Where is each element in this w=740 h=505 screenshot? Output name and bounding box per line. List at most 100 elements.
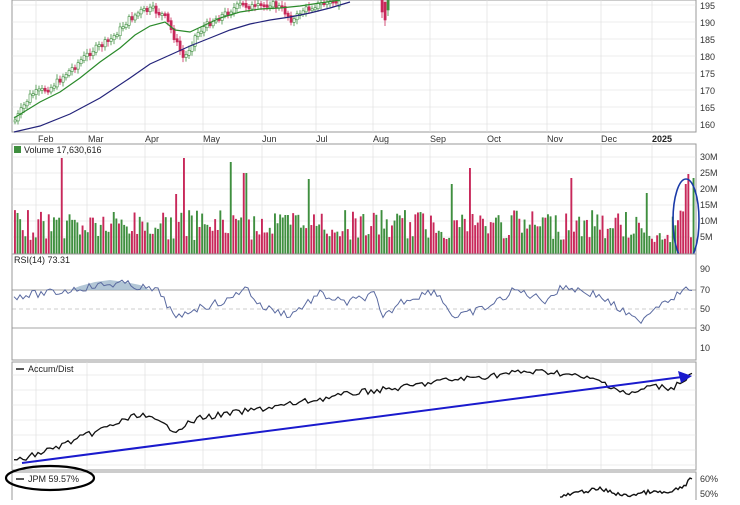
price-tick-195: 195 bbox=[700, 1, 715, 11]
month-dec: Dec bbox=[601, 134, 618, 144]
volume-bar bbox=[310, 225, 313, 254]
volume-bar bbox=[118, 223, 120, 254]
price-candle bbox=[223, 11, 227, 16]
volume-bar bbox=[409, 222, 412, 254]
volume-bar bbox=[393, 220, 396, 254]
volume-bar bbox=[297, 214, 300, 254]
price-candle bbox=[133, 14, 137, 21]
volume-bar bbox=[588, 237, 591, 254]
price-candle bbox=[295, 13, 299, 21]
price-candle bbox=[154, 5, 158, 14]
month-mar: Mar bbox=[88, 134, 104, 144]
price-candle bbox=[163, 13, 167, 16]
volume-bar bbox=[128, 233, 131, 254]
volume-bar bbox=[596, 214, 599, 254]
perf-label-circle bbox=[4, 464, 96, 492]
volume-bar bbox=[625, 212, 627, 254]
volume-bar bbox=[536, 226, 539, 254]
performance-panel: JPM 59.57% 60% 50% bbox=[4, 464, 718, 503]
volume-bar bbox=[68, 214, 71, 254]
volume-bar bbox=[193, 239, 196, 254]
volume-bar bbox=[19, 219, 22, 254]
volume-bar bbox=[45, 238, 48, 254]
volume-bar bbox=[513, 210, 516, 254]
volume-bar bbox=[599, 229, 601, 254]
volume-bar bbox=[341, 231, 344, 254]
volume-bar bbox=[97, 235, 100, 254]
volume-bar bbox=[92, 217, 94, 254]
price-candle bbox=[286, 12, 290, 17]
price-candle bbox=[313, 7, 317, 11]
volume-bar bbox=[690, 237, 692, 254]
volume-bar bbox=[518, 218, 521, 254]
price-candle bbox=[253, 4, 257, 7]
volume-bar bbox=[149, 233, 152, 254]
volume-bar bbox=[261, 218, 263, 254]
volume-bar bbox=[320, 213, 323, 254]
volume-bar bbox=[336, 231, 339, 254]
volume-bar bbox=[560, 239, 562, 254]
price-candle bbox=[76, 62, 80, 70]
price-candle bbox=[73, 67, 77, 70]
volume-bar bbox=[448, 237, 451, 254]
volume-bar bbox=[643, 232, 646, 254]
price-candle bbox=[274, 1, 278, 9]
price-candle bbox=[238, 2, 242, 6]
volume-bar bbox=[79, 234, 81, 254]
volume-bar bbox=[354, 218, 357, 254]
volume-bar bbox=[253, 216, 256, 254]
volume-bar bbox=[380, 210, 383, 254]
volume-bar bbox=[497, 215, 500, 254]
volume-bar bbox=[385, 219, 388, 254]
vol-tick-30m: 30M bbox=[700, 152, 718, 162]
volume-bar bbox=[635, 216, 638, 254]
price-candle bbox=[124, 24, 128, 28]
price-candles bbox=[13, 0, 390, 125]
volume-bar bbox=[391, 225, 393, 254]
volume-bar bbox=[487, 233, 490, 254]
volume-bar bbox=[99, 224, 102, 254]
volume-bar bbox=[375, 214, 378, 254]
volume-bar bbox=[185, 236, 188, 254]
volume-bar bbox=[216, 229, 219, 254]
price-candle bbox=[256, 3, 260, 6]
price-candle bbox=[337, 0, 341, 7]
volume-bar bbox=[357, 237, 360, 254]
volume-bar bbox=[669, 242, 672, 254]
price-candle bbox=[334, 0, 338, 4]
price-candle bbox=[106, 39, 110, 42]
volume-bar bbox=[619, 224, 622, 254]
volume-bar bbox=[437, 230, 440, 254]
price-candle bbox=[118, 26, 122, 37]
volume-bar bbox=[323, 229, 326, 254]
volume-bar bbox=[406, 238, 409, 254]
volume-bar bbox=[203, 224, 206, 254]
price-candle bbox=[64, 74, 68, 79]
volume-bar bbox=[367, 234, 370, 254]
month-jun: Jun bbox=[262, 134, 277, 144]
volume-bar bbox=[274, 213, 276, 254]
price-candle bbox=[127, 16, 131, 26]
volume-bar bbox=[339, 236, 341, 254]
volume-bar bbox=[14, 210, 16, 254]
volume-bar bbox=[115, 218, 118, 254]
volume-bar bbox=[492, 222, 495, 254]
volume-bar bbox=[362, 214, 365, 254]
volume-bar bbox=[73, 219, 76, 254]
volume-bar bbox=[422, 213, 425, 254]
volume-bar bbox=[157, 228, 159, 254]
price-candle bbox=[19, 107, 23, 115]
volume-bar bbox=[240, 217, 243, 254]
volume-bar bbox=[300, 227, 302, 254]
volume-bar bbox=[383, 228, 386, 254]
volume-bar bbox=[151, 233, 154, 254]
price-candle bbox=[190, 44, 194, 52]
volume-bar bbox=[201, 213, 204, 254]
vol-tick-15m: 15M bbox=[700, 200, 718, 210]
price-candle bbox=[25, 101, 29, 107]
volume-bar bbox=[235, 218, 237, 254]
price-candle bbox=[52, 85, 56, 89]
price-candle bbox=[115, 34, 119, 38]
volume-bar bbox=[266, 232, 269, 254]
volume-bar bbox=[66, 220, 68, 254]
